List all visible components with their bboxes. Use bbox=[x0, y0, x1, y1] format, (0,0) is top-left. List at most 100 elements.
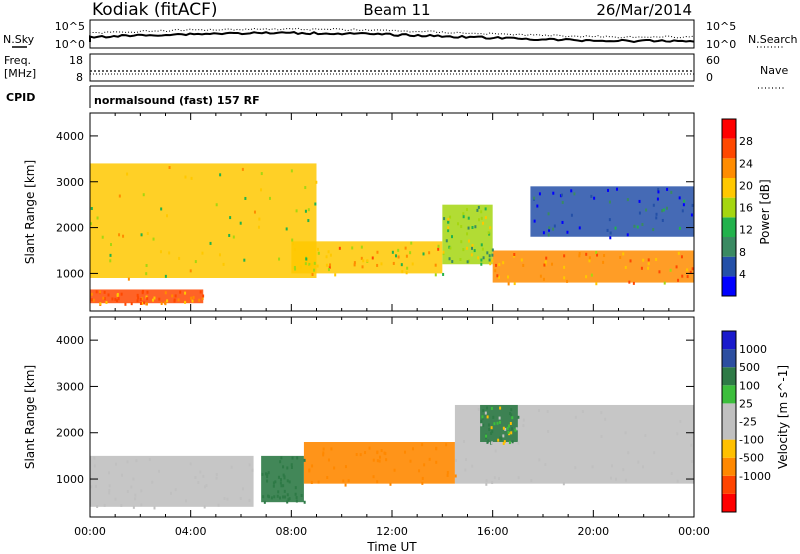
velocity-speckle bbox=[644, 434, 647, 438]
velocity-speckle bbox=[294, 492, 297, 496]
power-speckle bbox=[608, 218, 611, 222]
power-speckle bbox=[656, 197, 659, 201]
power-speckle bbox=[299, 265, 302, 269]
velocity-speckle bbox=[280, 456, 283, 460]
power-speckle bbox=[434, 263, 437, 267]
velocity-speckle bbox=[446, 473, 449, 477]
nsky-label: N.Sky bbox=[3, 33, 35, 46]
power-speckle bbox=[401, 270, 404, 274]
velocity-speckle bbox=[272, 481, 275, 485]
power-speckle bbox=[422, 252, 425, 256]
power-speckle bbox=[655, 257, 658, 261]
velocity-speckle bbox=[482, 423, 485, 427]
power-speckle bbox=[192, 295, 195, 299]
power-speckle bbox=[307, 219, 310, 223]
power-speckle bbox=[502, 261, 505, 265]
velocity-speckle bbox=[134, 493, 137, 497]
velocity-colorbar-tick: -500 bbox=[739, 452, 764, 465]
power-speckle bbox=[145, 295, 148, 299]
velocity-speckle bbox=[538, 458, 541, 462]
velocity-colorbar-swatch bbox=[722, 493, 736, 512]
power-speckle bbox=[146, 290, 149, 294]
velocity-speckle bbox=[242, 487, 245, 491]
velocity-speckle bbox=[372, 458, 375, 462]
freq-tick-low: 8 bbox=[76, 71, 83, 84]
nsky-trace bbox=[89, 31, 695, 43]
power-speckle bbox=[447, 229, 450, 233]
power-speckle bbox=[294, 267, 297, 271]
velocity-speckle bbox=[690, 443, 693, 447]
power-speckle bbox=[542, 231, 545, 235]
power-speckle bbox=[329, 253, 332, 257]
power-speckle bbox=[467, 216, 470, 220]
velocity-speckle bbox=[499, 406, 502, 410]
velocity-speckle bbox=[491, 430, 494, 434]
velocity-speckle bbox=[493, 422, 496, 426]
power-speckle bbox=[690, 213, 693, 217]
power-speckle bbox=[400, 263, 403, 267]
power-speckle bbox=[686, 268, 689, 272]
power-speckle bbox=[313, 268, 316, 272]
velocity-speckle bbox=[421, 476, 424, 480]
velocity-speckle bbox=[502, 426, 505, 430]
power-speckle bbox=[366, 259, 369, 263]
power-speckle bbox=[624, 265, 627, 269]
velocity-colorbar-swatch bbox=[722, 439, 736, 458]
velocity-speckle bbox=[322, 451, 325, 455]
velocity-x-axis: 00:00 04:00 08:00 12:00 16:00 20:00 00:00 bbox=[74, 317, 710, 538]
power-colorbar-tick: 4 bbox=[739, 268, 746, 281]
velocity-speckle bbox=[120, 473, 123, 477]
power-speckle bbox=[315, 180, 318, 184]
velocity-speckle bbox=[637, 460, 640, 464]
power-speckle bbox=[647, 262, 650, 266]
power-speckle bbox=[449, 215, 452, 219]
power-speckle bbox=[353, 263, 356, 267]
velocity-speckle bbox=[114, 497, 117, 501]
power-speckle bbox=[595, 282, 598, 286]
velocity-speckle bbox=[94, 484, 97, 488]
velocity-speckle bbox=[282, 495, 285, 499]
velocity-speckle bbox=[197, 480, 200, 484]
power-speckle bbox=[629, 259, 632, 263]
velocity-speckle bbox=[174, 488, 177, 492]
power-speckle bbox=[317, 247, 320, 251]
power-speckle bbox=[164, 274, 167, 278]
power-ylabel: Slant Range [km] bbox=[23, 160, 37, 264]
power-speckle bbox=[395, 254, 398, 258]
power-speckle bbox=[578, 254, 581, 258]
velocity-speckle bbox=[522, 424, 525, 428]
power-speckle bbox=[545, 256, 548, 260]
velocity-speckle bbox=[445, 443, 448, 447]
freq-panel: Freq. [MHz] 18 8 60 0 Nave bbox=[4, 53, 788, 89]
velocity-speckle bbox=[290, 463, 293, 467]
velocity-speckle bbox=[291, 456, 294, 460]
velocity-speckle bbox=[480, 419, 483, 423]
velocity-speckle bbox=[286, 500, 289, 504]
power-speckle bbox=[678, 196, 681, 200]
power-colorbar: 4 8 12 16 20 24 28 bbox=[721, 118, 753, 297]
power-speckle bbox=[92, 298, 95, 302]
velocity-speckle bbox=[330, 447, 333, 451]
power-speckle bbox=[228, 233, 231, 237]
power-speckle bbox=[570, 213, 573, 217]
power-speckle bbox=[376, 263, 379, 267]
nave-tick-high: 60 bbox=[706, 54, 720, 67]
power-speckle bbox=[480, 262, 483, 266]
velocity-speckle bbox=[248, 463, 251, 467]
velocity-speckle bbox=[205, 484, 208, 488]
power-speckle bbox=[563, 254, 566, 258]
power-speckle bbox=[309, 265, 312, 269]
power-speckle bbox=[145, 272, 148, 276]
velocity-speckle bbox=[481, 415, 484, 419]
power-speckle bbox=[290, 169, 293, 173]
power-speckle bbox=[126, 172, 129, 176]
power-speckle bbox=[480, 243, 483, 247]
power-speckle bbox=[158, 297, 161, 301]
power-speckle bbox=[305, 257, 308, 261]
power-speckle bbox=[109, 243, 112, 247]
power-speckle bbox=[488, 254, 491, 258]
velocity-speckle bbox=[376, 459, 379, 463]
power-speckle bbox=[325, 255, 328, 259]
power-colorbar-tick: 16 bbox=[739, 202, 753, 215]
velocity-colorbar-swatch bbox=[722, 421, 736, 440]
